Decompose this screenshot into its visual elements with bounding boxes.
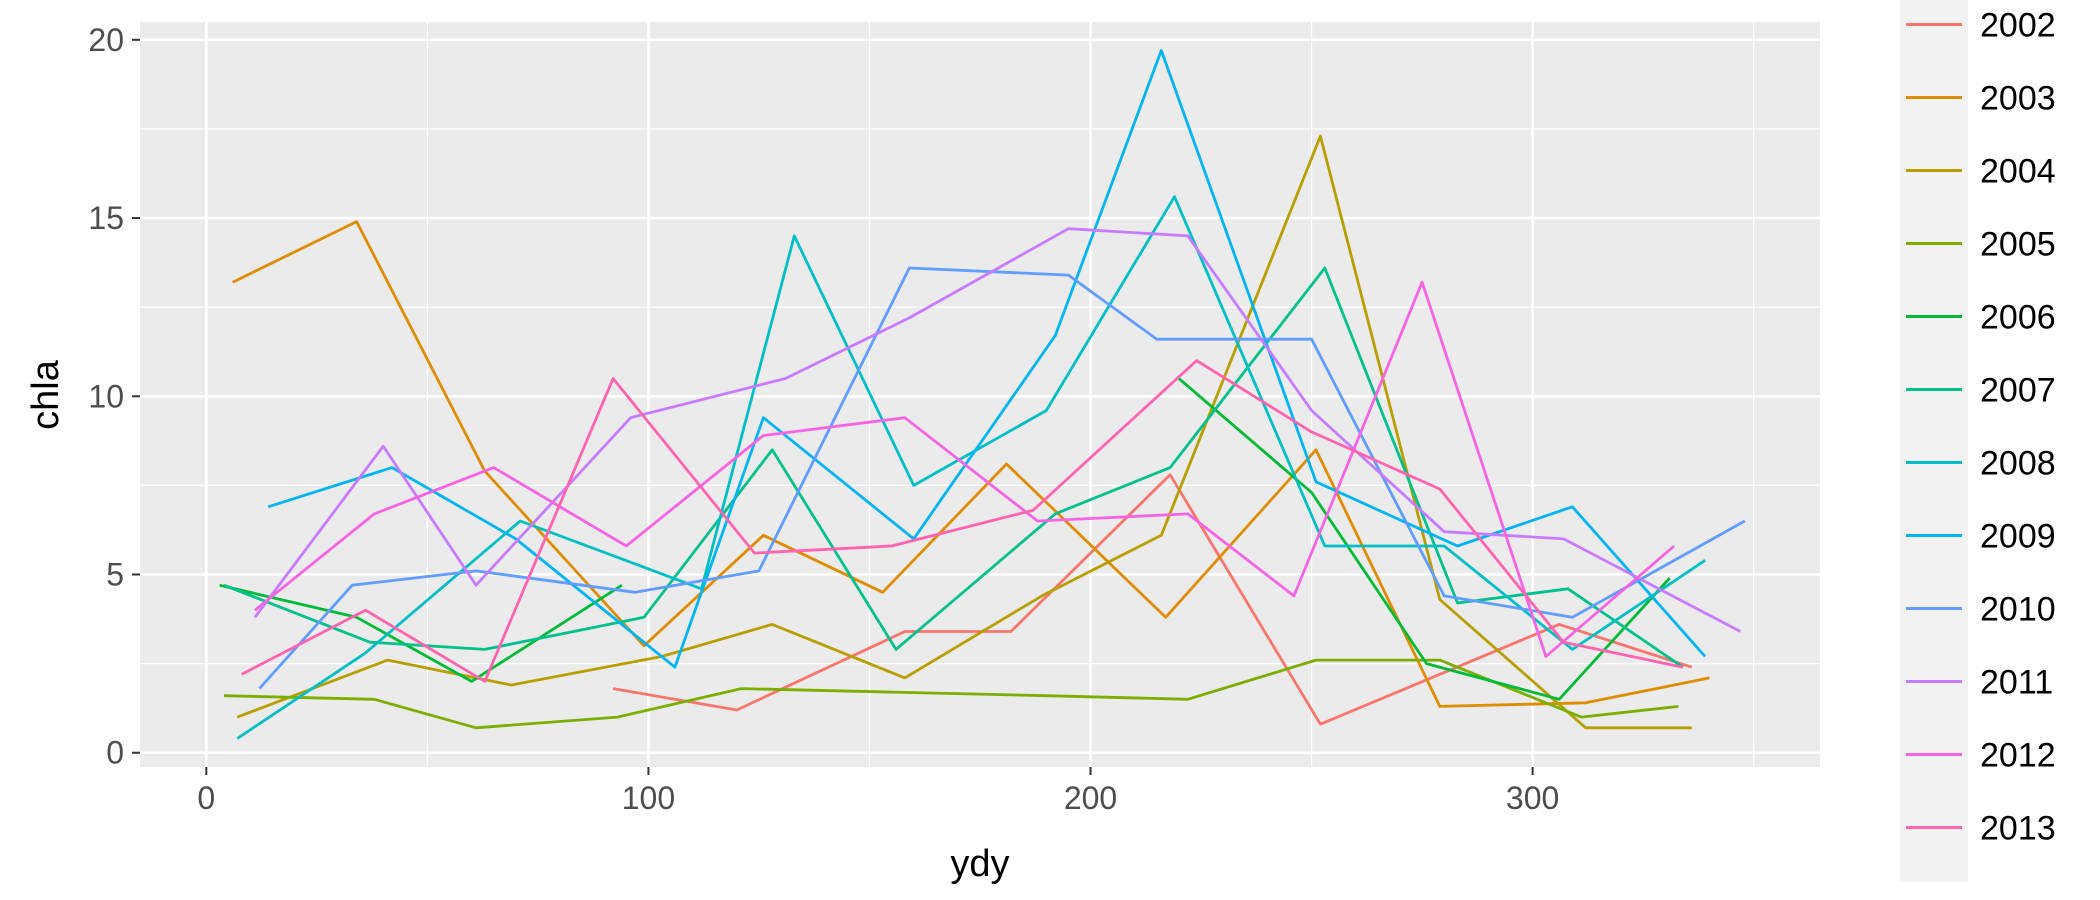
series-line-2005 (223, 658, 1679, 730)
y-axis-label: chla (25, 359, 67, 430)
series-line-2008 (236, 195, 1706, 740)
legend-label-2007: 2007 (1980, 372, 2056, 410)
legend-label-2008: 2008 (1980, 445, 2056, 483)
series-line-2003 (232, 220, 1710, 708)
legend-label-2003: 2003 (1980, 80, 2056, 118)
series-line-2012 (254, 280, 1676, 658)
legend-label-2004: 2004 (1980, 153, 2056, 191)
y-tick-label: 20 (88, 22, 124, 58)
legend-label-2005: 2005 (1980, 226, 2056, 264)
y-tick-label: 10 (88, 378, 124, 414)
series-line-2006 (1177, 377, 1671, 701)
legend-label-2006: 2006 (1980, 299, 2056, 337)
x-tick-label: 0 (197, 780, 215, 816)
legend-label-2010: 2010 (1980, 591, 2056, 629)
x-tick-label: 100 (622, 780, 675, 816)
x-axis-label: ydy (950, 843, 1009, 885)
legend-label-2002: 2002 (1980, 7, 2056, 45)
series-line-2009 (267, 49, 1707, 669)
series-line-2004 (236, 134, 1692, 730)
x-tick-label: 200 (1064, 780, 1117, 816)
axes: 0 100 200 300 0 5 10 15 20 (88, 22, 1559, 816)
legend-label-2013: 2013 (1980, 810, 2056, 848)
legend-label-2011: 2011 (1980, 664, 2053, 702)
x-tick-label: 300 (1506, 780, 1559, 816)
legend-label-2012: 2012 (1980, 737, 2056, 775)
y-tick-label: 0 (106, 735, 124, 771)
legend-key-background (1900, 0, 1968, 882)
series-lines (219, 49, 1746, 740)
legend-label-2009: 2009 (1980, 518, 2056, 556)
series-line-2006 (219, 583, 623, 683)
y-tick-label: 5 (106, 557, 124, 593)
series-line-2010 (258, 266, 1746, 690)
series-line-2011 (253, 227, 1742, 633)
legend: 2002 2003 2004 2005 2006 2007 2008 2009 2010 2011… (1900, 0, 2056, 882)
series-line-2002 (612, 473, 1693, 726)
grid-lines (140, 22, 1820, 767)
plot-panel (140, 22, 1820, 767)
y-tick-label: 15 (88, 200, 124, 236)
series-line-2013 (241, 359, 1684, 683)
